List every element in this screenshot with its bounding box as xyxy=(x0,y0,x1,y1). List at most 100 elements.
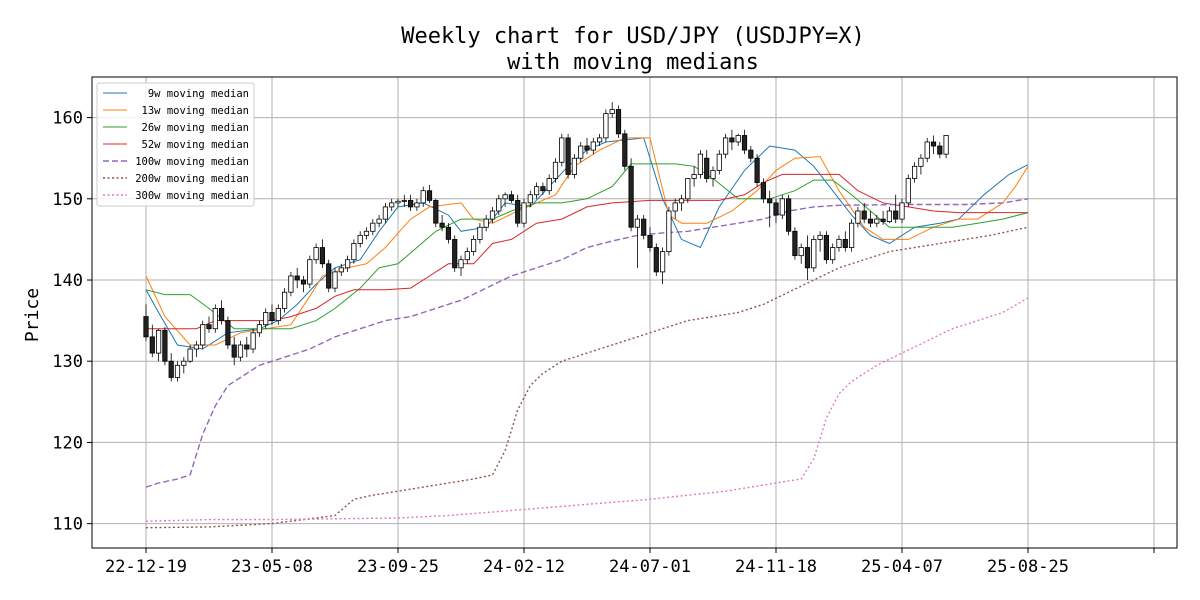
series-line-4 xyxy=(145,198,1029,488)
candle-118 xyxy=(886,206,893,224)
candle-27 xyxy=(313,243,319,264)
candle-body-69 xyxy=(578,145,584,159)
candle-47 xyxy=(439,215,445,232)
candle-body-40 xyxy=(395,200,401,204)
candle-59 xyxy=(515,194,521,228)
candle-body-78 xyxy=(634,218,641,228)
candle-60 xyxy=(521,198,527,228)
axes: 110 120 130 140 150 160 22-12-19 23-05-08 23-09-… xyxy=(52,76,1178,577)
candlesticks xyxy=(143,102,949,382)
candle-82 xyxy=(660,247,666,285)
candle-117 xyxy=(880,210,886,225)
candle-16 xyxy=(244,336,250,358)
candle-body-94 xyxy=(735,135,741,143)
candle-34 xyxy=(357,231,363,248)
candle-106 xyxy=(811,235,817,272)
candle-body-100 xyxy=(773,202,779,216)
candle-body-119 xyxy=(893,210,899,220)
legend: 9w moving median 13w moving median 26w mov… xyxy=(96,82,255,207)
candle-10 xyxy=(206,316,212,333)
candle-9 xyxy=(200,320,206,350)
candle-120 xyxy=(899,198,905,224)
candle-body-50 xyxy=(458,259,464,269)
candle-23 xyxy=(288,271,294,297)
candle-4 xyxy=(168,353,174,382)
candle-52 xyxy=(470,235,477,256)
candle-body-124 xyxy=(924,141,930,159)
candle-body-49 xyxy=(452,239,458,269)
candle-body-95 xyxy=(741,135,748,151)
candle-body-120 xyxy=(899,202,905,220)
candle-body-102 xyxy=(786,198,792,232)
candle-99 xyxy=(767,190,773,228)
candle-body-21 xyxy=(275,308,281,322)
candle-65 xyxy=(552,158,559,183)
candle-body-117 xyxy=(880,218,886,222)
candle-body-81 xyxy=(653,247,659,273)
candle-body-2 xyxy=(155,329,162,354)
candle-125 xyxy=(930,135,937,155)
candle-body-115 xyxy=(867,218,874,224)
x-tick-label-4: 24-07-01 xyxy=(609,557,691,577)
candle-66 xyxy=(559,133,565,167)
candle-70 xyxy=(584,137,590,155)
series-line-0 xyxy=(145,137,1029,350)
candle-84 xyxy=(672,198,678,220)
candle-21 xyxy=(275,304,281,325)
candle-body-1 xyxy=(149,336,155,354)
candle-body-32 xyxy=(344,259,351,269)
candle-90 xyxy=(710,166,716,187)
candle-26 xyxy=(307,255,313,289)
candle-36 xyxy=(370,219,376,236)
legend-entry-3: 52w moving median xyxy=(142,139,249,151)
candle-55 xyxy=(489,206,496,224)
candle-body-20 xyxy=(269,312,275,322)
candle-77 xyxy=(628,158,634,232)
candle-body-57 xyxy=(502,194,508,200)
candle-body-64 xyxy=(546,178,552,192)
candle-body-74 xyxy=(609,109,615,114)
candle-body-122 xyxy=(912,165,918,179)
candle-body-76 xyxy=(622,133,628,167)
candle-body-15 xyxy=(237,344,244,358)
candle-body-112 xyxy=(849,222,855,248)
candle-48 xyxy=(445,223,452,244)
candle-124 xyxy=(924,137,930,163)
candle-body-84 xyxy=(672,202,678,212)
x-tick-label-7: 25-08-25 xyxy=(987,557,1069,577)
candle-body-123 xyxy=(918,157,924,167)
candle-body-96 xyxy=(748,149,754,159)
candle-body-5 xyxy=(174,364,181,378)
candle-115 xyxy=(867,210,874,228)
candle-33 xyxy=(351,239,357,264)
candle-92 xyxy=(723,133,729,159)
candle-body-99 xyxy=(767,198,773,204)
legend-entry-6: 300w moving median xyxy=(135,190,249,202)
candle-86 xyxy=(685,178,691,203)
candle-body-43 xyxy=(414,202,420,208)
candle-89 xyxy=(704,150,710,183)
candle-6 xyxy=(181,357,187,374)
candle-body-73 xyxy=(603,113,609,139)
candle-54 xyxy=(483,215,489,232)
candle-body-93 xyxy=(729,137,735,143)
candle-body-34 xyxy=(357,234,363,244)
candle-body-111 xyxy=(842,239,848,248)
candle-18 xyxy=(256,320,263,337)
candle-79 xyxy=(641,215,647,240)
plot-frame xyxy=(91,76,1178,549)
candle-body-12 xyxy=(218,308,225,322)
candle-body-83 xyxy=(666,210,672,252)
candle-body-79 xyxy=(641,218,647,236)
x-tick-label-0: 22-12-19 xyxy=(105,557,187,577)
candle-body-0 xyxy=(143,316,149,338)
candle-body-113 xyxy=(855,210,861,224)
candle-98 xyxy=(760,178,767,203)
candle-41 xyxy=(401,194,407,207)
candle-61 xyxy=(527,190,533,207)
series-line-2 xyxy=(145,163,1029,330)
candle-67 xyxy=(565,133,571,179)
candle-body-52 xyxy=(470,239,477,252)
candle-97 xyxy=(754,154,760,187)
candle-74 xyxy=(609,102,615,118)
